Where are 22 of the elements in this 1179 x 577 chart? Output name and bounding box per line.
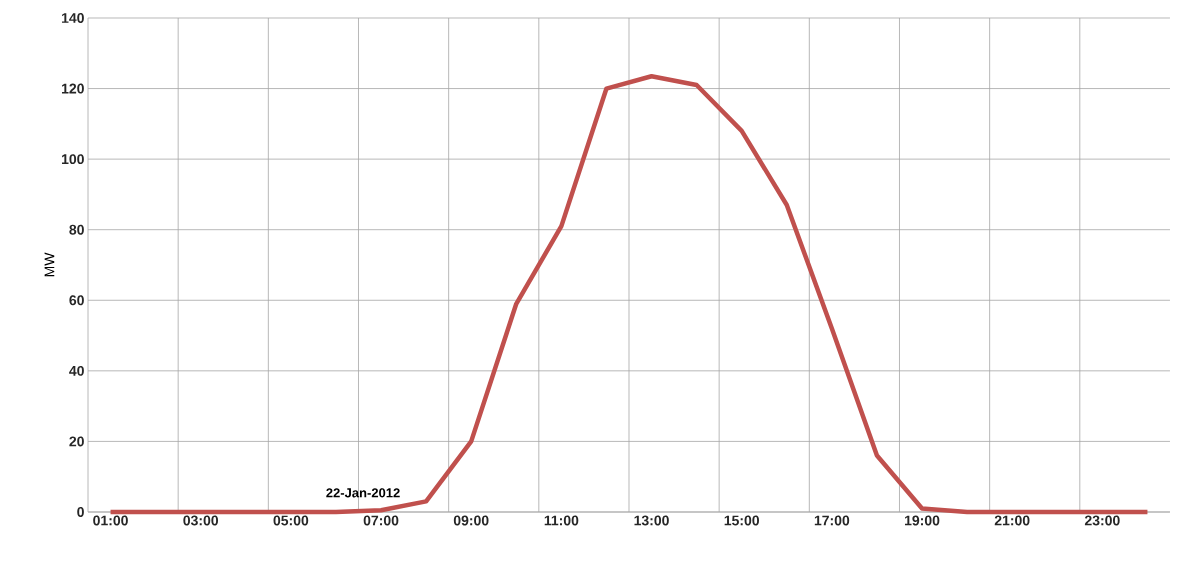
- y-tick-label: 60: [69, 295, 84, 306]
- x-tick-label: 11:00: [544, 515, 579, 526]
- x-tick-label: 03:00: [183, 515, 219, 526]
- x-tick-label: 05:00: [273, 515, 309, 526]
- y-axis-title: MW: [44, 252, 55, 277]
- x-tick-label: 13:00: [634, 515, 669, 526]
- x-tick-label: 07:00: [363, 515, 399, 526]
- y-tick-label: 20: [69, 436, 84, 447]
- y-tick-label: 140: [62, 13, 84, 23]
- x-tick-label: 21:00: [994, 515, 1030, 526]
- x-tick-label: 19:00: [905, 515, 940, 526]
- x-tick-label: 01:00: [93, 515, 128, 526]
- y-tick-label: 100: [62, 154, 84, 165]
- x-tick-label: 15:00: [724, 515, 760, 526]
- x-tick-label: 23:00: [1084, 515, 1120, 526]
- annotation: 22-Jan-2012: [326, 488, 400, 498]
- x-tick-label: 09:00: [453, 515, 489, 526]
- y-tick-label: 120: [62, 83, 84, 94]
- y-tick-label: 0: [77, 507, 84, 517]
- x-tick-label: 17:00: [814, 515, 850, 526]
- y-tick-label: 80: [69, 224, 84, 235]
- y-tick-label: 40: [69, 365, 84, 376]
